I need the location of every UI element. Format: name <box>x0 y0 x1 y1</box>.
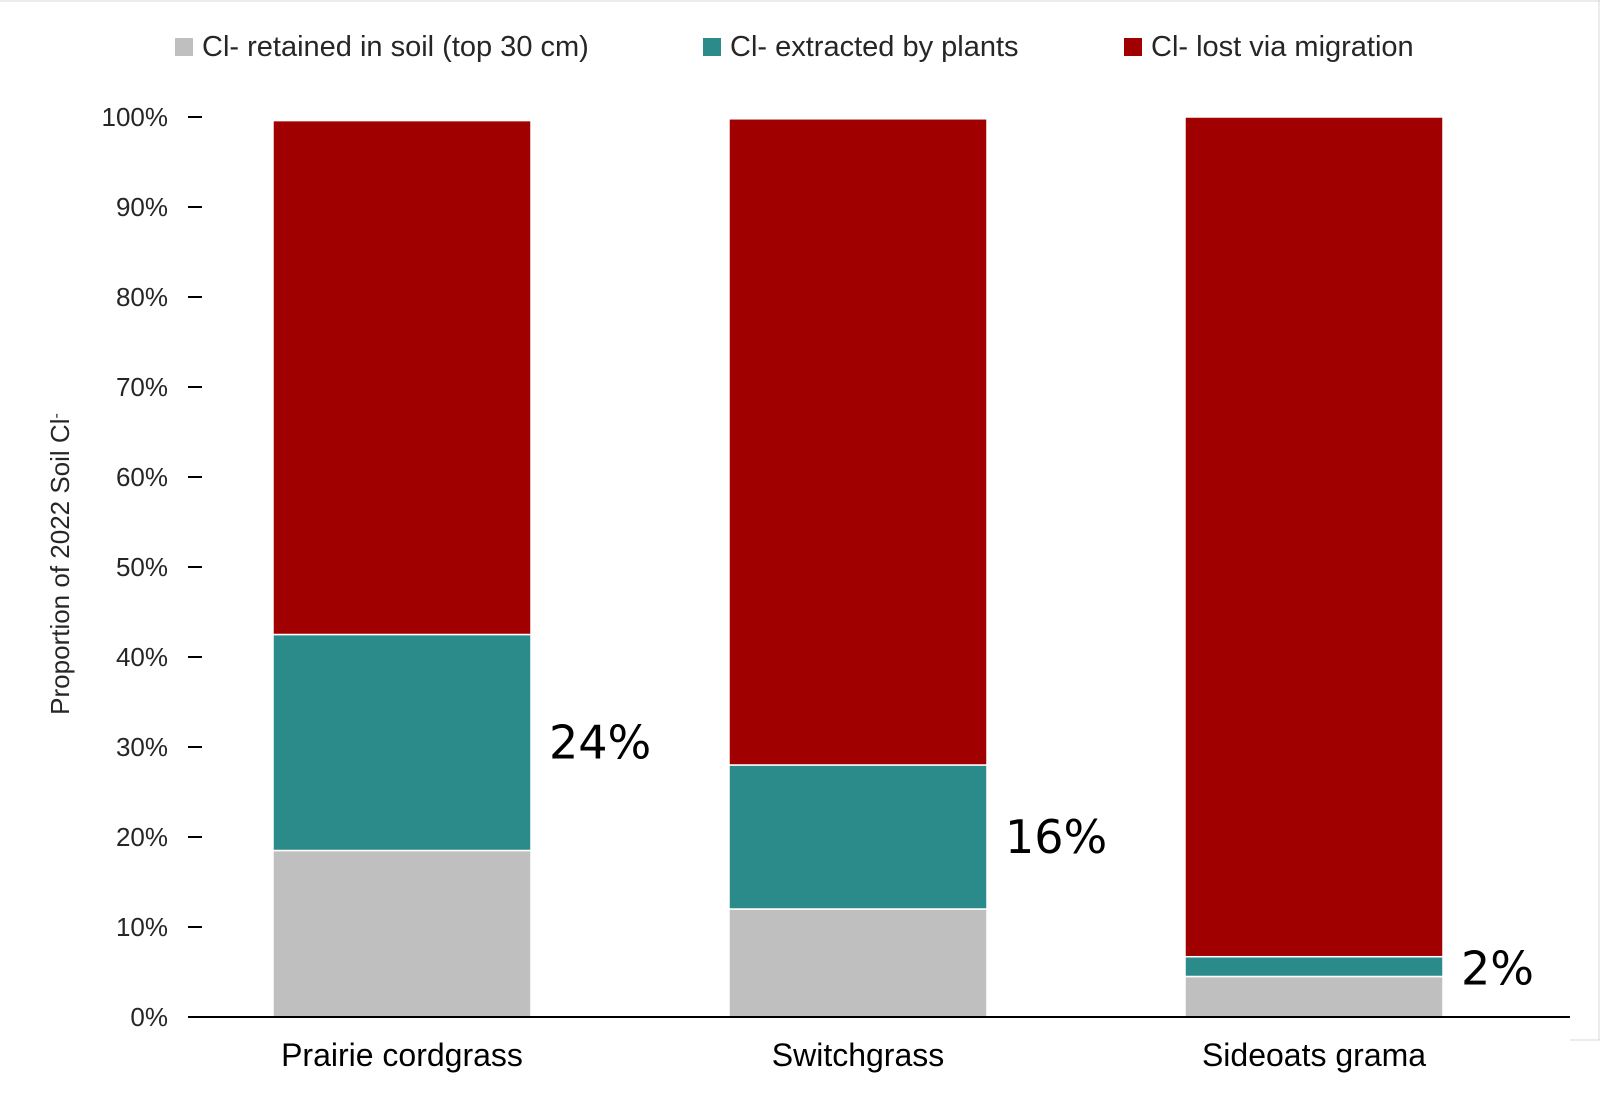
y-tick-label: 70% <box>116 372 168 402</box>
y-axis-label-superscript: - <box>48 413 65 418</box>
bar-segment-cl-retained-in-soil-top-30-cm <box>1184 975 1444 1018</box>
y-tick-label: 0% <box>130 1002 168 1032</box>
bar-segment-cl-retained-in-soil-top-30-cm <box>272 849 532 1018</box>
chart-frame <box>0 0 1600 1041</box>
y-axis-label: Proportion of 2022 Soil Cl- <box>45 413 75 715</box>
bar-segment-cl-extracted-by-plants <box>728 764 988 910</box>
y-tick-label: 20% <box>116 822 168 852</box>
bar-segment-cl-extracted-by-plants <box>272 633 532 852</box>
y-tick-label: 40% <box>116 642 168 672</box>
bar-segment-cl-extracted-by-plants <box>1184 955 1444 978</box>
bar-segment-cl-retained-in-soil-top-30-cm <box>728 908 988 1018</box>
bar-annotation: 2% <box>1461 942 1534 996</box>
bar-segment-cl-lost-via-migration <box>728 118 988 766</box>
y-axis-ticks: 0% 10% 20% 30% 40% 50% 60% 70% 80% 90% 100% <box>102 102 202 1032</box>
x-category-label: Sideoats grama <box>1202 1037 1426 1073</box>
y-tick-label: 90% <box>116 192 168 222</box>
y-tick-label: 100% <box>102 102 169 132</box>
legend-label: Cl- extracted by plants <box>730 31 1019 63</box>
y-tick-label: 50% <box>116 552 168 582</box>
y-tick-label: 30% <box>116 732 168 762</box>
y-tick-label: 80% <box>116 282 168 312</box>
bar-annotation: 16% <box>1005 810 1107 864</box>
legend-swatch-cl-retained-in-soil-top-30-cm <box>175 38 193 56</box>
bar-annotations: 24% 16% 2% <box>549 716 1534 996</box>
legend-swatch-cl-lost-via-migration <box>1124 38 1142 56</box>
bar-annotation: 24% <box>549 716 651 770</box>
x-axis-categories: Prairie cordgrass Switchgrass Sideoats gra… <box>281 1037 1426 1073</box>
legend-swatch-cl-extracted-by-plants <box>703 38 721 56</box>
legend-label: Cl- lost via migration <box>1151 31 1414 63</box>
x-category-label: Switchgrass <box>772 1037 945 1073</box>
bars <box>272 116 1444 1018</box>
legend-label: Cl- retained in soil (top 30 cm) <box>202 31 589 63</box>
y-tick-label: 10% <box>116 912 168 942</box>
bar-segment-cl-lost-via-migration <box>1184 116 1444 958</box>
bar-segment-cl-lost-via-migration <box>272 119 532 636</box>
x-category-label: Prairie cordgrass <box>281 1037 523 1073</box>
legend: Cl- retained in soil (top 30 cm) Cl- extr… <box>175 31 1414 63</box>
y-tick-label: 60% <box>116 462 168 492</box>
